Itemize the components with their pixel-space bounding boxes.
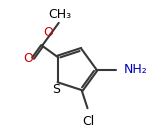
Text: Cl: Cl — [82, 115, 94, 128]
Text: S: S — [52, 83, 60, 96]
Text: NH₂: NH₂ — [124, 63, 148, 76]
Text: O: O — [23, 52, 33, 65]
Text: O: O — [43, 26, 53, 39]
Text: CH₃: CH₃ — [48, 8, 71, 21]
